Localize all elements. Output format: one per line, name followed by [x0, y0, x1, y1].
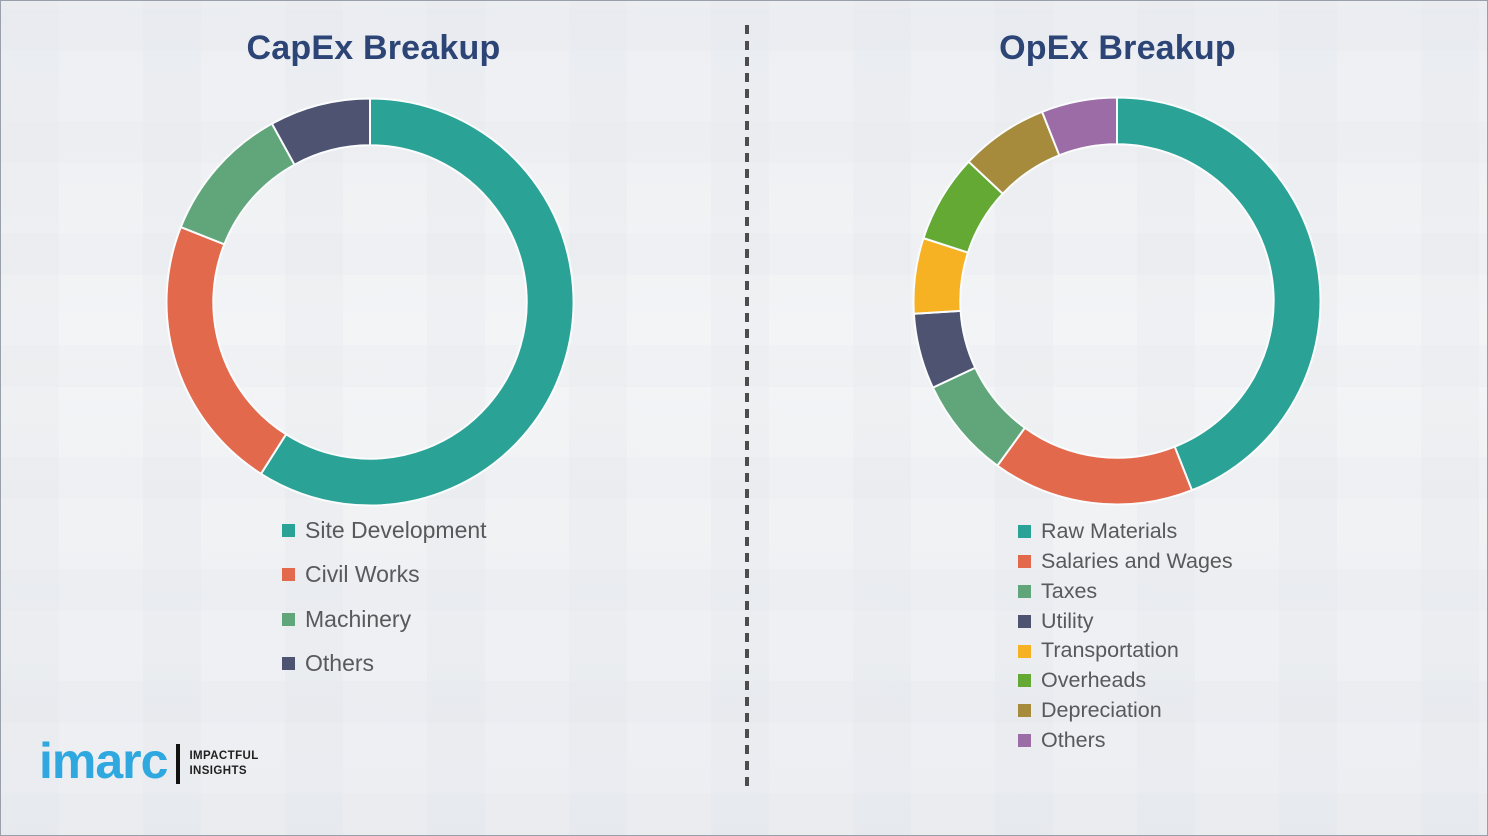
capex-segment-others — [270, 97, 371, 166]
legend-item: Civil Works — [282, 553, 487, 598]
imarc-logo-text: imarc — [39, 732, 168, 789]
legend-item: Overheads — [1018, 666, 1233, 696]
legend-label: Others — [1041, 727, 1106, 752]
legend-swatch — [282, 523, 295, 537]
tagline-line-2: INSIGHTS — [189, 765, 247, 777]
legend-item: Others — [282, 642, 487, 687]
opex-legend: Raw Materials Salaries and Wages Taxes Util… — [1018, 517, 1233, 755]
tagline-line-1: IMPACTFUL — [189, 750, 259, 763]
imarc-logo: imarc IMPACTFUL INSIGHTS — [39, 732, 259, 789]
legend-item: Utility — [1018, 606, 1233, 636]
legend-label: Transportation — [1041, 638, 1179, 663]
opex-donut-chart — [912, 96, 1322, 506]
legend-label: Depreciation — [1041, 697, 1162, 722]
opex-segment-salaries-and-wages — [996, 426, 1193, 506]
legend-item: Others — [1018, 726, 1233, 756]
legend-swatch — [282, 568, 295, 582]
capex-title: CapEx Breakup — [246, 29, 501, 67]
capex-legend: Site Development Civil Works Machinery Othe… — [282, 508, 487, 686]
capex-segment-machinery — [179, 122, 296, 246]
legend-item: Site Development — [282, 508, 487, 553]
legend-swatch — [1018, 525, 1031, 539]
legend-label: Site Development — [305, 516, 487, 543]
legend-label: Utility — [1041, 608, 1094, 633]
opex-segment-raw-materials — [1116, 96, 1322, 492]
legend-swatch — [282, 657, 295, 671]
legend-item: Depreciation — [1018, 696, 1233, 726]
legend-swatch — [1018, 704, 1031, 718]
legend-swatch — [1018, 614, 1031, 628]
legend-label: Machinery — [305, 605, 412, 632]
imarc-logo-tagline: IMPACTFUL INSIGHTS — [189, 749, 258, 779]
legend-item: Transportation — [1018, 636, 1233, 666]
panel-divider-dashed-line — [745, 25, 749, 793]
legend-label: Taxes — [1041, 578, 1098, 603]
legend-label: Civil Works — [305, 561, 420, 588]
legend-label: Overheads — [1041, 668, 1147, 693]
imarc-logo-divider-bar — [176, 744, 181, 784]
legend-label: Salaries and Wages — [1041, 548, 1233, 573]
legend-swatch — [1018, 733, 1031, 747]
capex-segment-civil-works — [165, 226, 288, 475]
opex-title: OpEx Breakup — [999, 29, 1236, 67]
legend-label: Raw Materials — [1041, 519, 1178, 544]
capex-segment-site-development — [259, 97, 575, 507]
legend-item: Taxes — [1018, 577, 1233, 607]
legend-item: Raw Materials — [1018, 517, 1233, 547]
legend-swatch — [1018, 674, 1031, 688]
legend-item: Salaries and Wages — [1018, 547, 1233, 577]
legend-swatch — [282, 612, 295, 626]
legend-swatch — [1018, 555, 1031, 569]
legend-item: Machinery — [282, 597, 487, 642]
capex-donut-chart — [165, 97, 575, 507]
opex-segment-others — [1041, 96, 1118, 157]
legend-label: Others — [305, 650, 375, 677]
legend-swatch — [1018, 644, 1031, 658]
legend-swatch — [1018, 584, 1031, 598]
